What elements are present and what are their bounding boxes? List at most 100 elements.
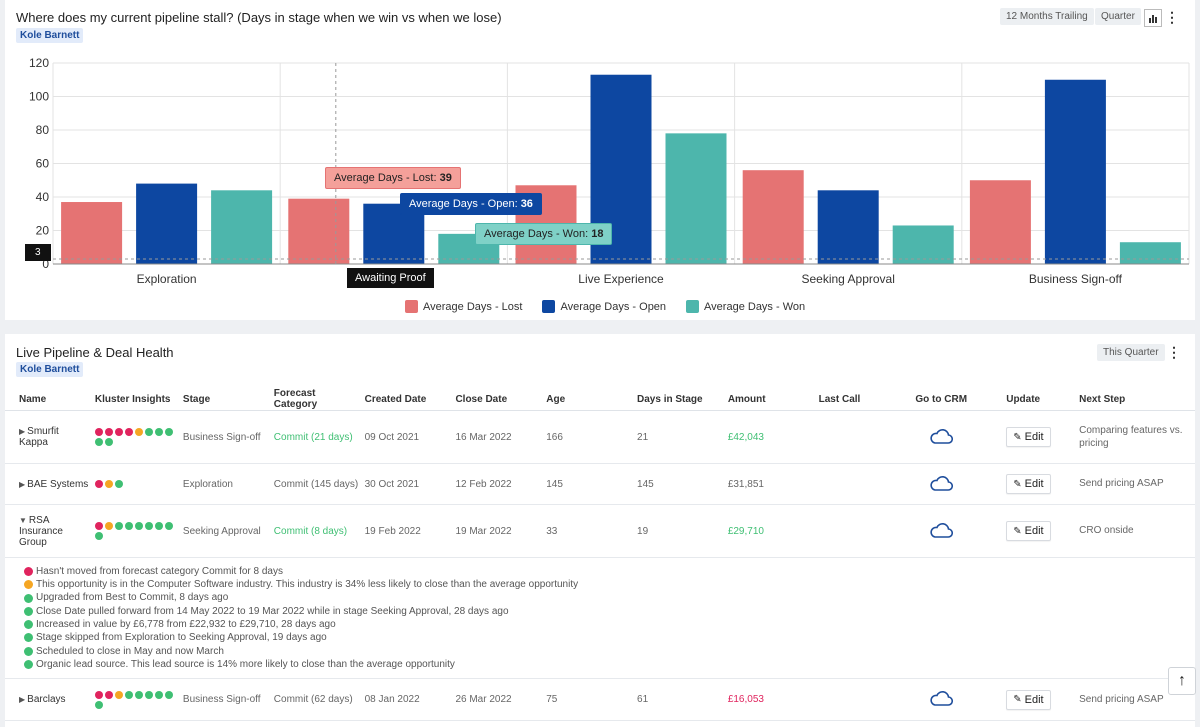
kluster-insights-cell[interactable]: [91, 463, 180, 505]
insight-dots[interactable]: [94, 480, 177, 488]
kluster-insights-cell[interactable]: [91, 504, 180, 558]
insights-detail-cell: Hasn't moved from forecast category Comm…: [5, 557, 1195, 679]
insight-text: Scheduled to close in May and now March: [36, 645, 224, 657]
insight-item: Close Date pulled forward from 14 May 20…: [24, 605, 1192, 618]
stage-cell: Exploration: [179, 463, 271, 505]
insight-dot[interactable]: [134, 522, 143, 530]
edit-label: Edit: [1024, 431, 1044, 443]
deal-name[interactable]: BAE Systems: [27, 478, 89, 490]
table-row[interactable]: ▶ BAE Systems Exploration Commit (145 days)…: [5, 463, 1195, 505]
caret-down-icon[interactable]: ▼: [19, 515, 27, 525]
deal-name-cell[interactable]: ▶ BAE Systems: [5, 463, 92, 505]
cloud-icon[interactable]: [929, 428, 954, 447]
kluster-insights-cell[interactable]: [91, 678, 180, 721]
column-header-stage[interactable]: Stage: [179, 388, 271, 411]
insight-dot[interactable]: [124, 428, 133, 436]
column-header-forecast-category[interactable]: Forecast Category: [270, 388, 362, 411]
created-date-cell: 09 Oct 2021: [361, 410, 453, 464]
user-badge[interactable]: Kole Barnett: [16, 28, 84, 43]
insight-dot: [24, 606, 33, 616]
insight-dot[interactable]: [94, 522, 103, 530]
insight-dot[interactable]: [164, 690, 173, 699]
table-row[interactable]: ▶ Barclays Business Sign-off Commit (62 day…: [5, 678, 1195, 721]
table-row[interactable]: ▼ RSA Insurance Group Seeking Approval Comm…: [5, 504, 1195, 558]
insight-dots[interactable]: [94, 522, 177, 540]
insight-dot[interactable]: [154, 690, 163, 699]
user-badge[interactable]: Kole Barnett: [16, 362, 84, 377]
period-filter-pill[interactable]: Quarter: [1095, 8, 1141, 25]
forecast-category-cell: Commit (62 days): [270, 678, 362, 721]
caret-right-icon[interactable]: ▶: [19, 479, 26, 489]
column-header-close-date[interactable]: Close Date: [452, 388, 544, 411]
table-row[interactable]: ▶ Smurfit Kappa Business Sign-off Commit (2…: [5, 410, 1195, 464]
edit-button[interactable]: ✎ Edit: [1006, 427, 1051, 447]
insight-dot[interactable]: [134, 690, 143, 699]
edit-button[interactable]: ✎ Edit: [1006, 689, 1051, 710]
insight-dot[interactable]: [94, 700, 103, 709]
insight-dot[interactable]: [94, 438, 103, 446]
insight-dot[interactable]: [94, 428, 103, 436]
period-filter-pill[interactable]: This Quarter: [1097, 344, 1165, 361]
column-header-days-in-stage[interactable]: Days in Stage: [634, 388, 725, 411]
cloud-icon[interactable]: [929, 690, 954, 709]
legend-item-open[interactable]: Average Days - Open: [542, 300, 666, 313]
insight-dot[interactable]: [134, 428, 143, 436]
column-header-update[interactable]: Update: [1003, 388, 1077, 411]
range-filter-pill[interactable]: 12 Months Trailing: [1000, 8, 1094, 25]
insight-dot[interactable]: [94, 690, 103, 699]
insight-dot[interactable]: [164, 428, 173, 436]
insight-dot[interactable]: [94, 480, 103, 488]
insight-dot[interactable]: [164, 522, 173, 530]
kebab-menu-icon[interactable]: ⋮: [1165, 9, 1179, 25]
deal-name[interactable]: RSA Insurance Group: [19, 514, 63, 548]
caret-right-icon[interactable]: ▶: [19, 427, 26, 436]
column-header-last-call[interactable]: Last Call: [815, 388, 913, 411]
insight-dot[interactable]: [114, 690, 123, 699]
deal-name[interactable]: Barclays: [27, 694, 66, 705]
column-header-created-date[interactable]: Created Date: [361, 388, 453, 411]
edit-button[interactable]: ✎ Edit: [1006, 521, 1051, 541]
insight-dots[interactable]: [94, 428, 177, 446]
caret-right-icon[interactable]: ▶: [19, 695, 26, 704]
deal-name-cell[interactable]: ▶ Smurfit Kappa: [5, 410, 92, 464]
legend-item-lost[interactable]: Average Days - Lost: [405, 300, 522, 313]
column-header-amount[interactable]: Amount: [724, 388, 816, 411]
insight-dot[interactable]: [154, 522, 163, 530]
close-date-cell: 12 Feb 2022: [452, 463, 544, 505]
insight-dot[interactable]: [114, 428, 123, 436]
cloud-icon[interactable]: [929, 475, 954, 494]
deal-name[interactable]: Smurfit Kappa: [19, 426, 59, 448]
bar-lost-business-sign-off: [969, 180, 1031, 264]
bar-won-business-sign-off: [1119, 242, 1181, 264]
column-header-name[interactable]: Name: [5, 388, 92, 411]
days-in-stage-cell: 19: [634, 504, 725, 558]
edit-button[interactable]: ✎ Edit: [1006, 474, 1051, 494]
column-header-age[interactable]: Age: [543, 388, 635, 411]
insight-dot[interactable]: [104, 522, 113, 530]
deal-name-cell[interactable]: ▼ RSA Insurance Group: [5, 504, 92, 558]
insight-dot[interactable]: [154, 428, 163, 436]
column-header-kluster-insights[interactable]: Kluster Insights: [91, 388, 180, 411]
insight-dot[interactable]: [144, 428, 153, 436]
insight-dot[interactable]: [124, 690, 133, 699]
scroll-to-top-button[interactable]: ↑: [1168, 667, 1196, 695]
bar-chart-icon[interactable]: [1144, 9, 1162, 27]
insight-dots[interactable]: [94, 690, 177, 709]
column-header-next-step[interactable]: Next Step: [1076, 388, 1195, 411]
insight-dot[interactable]: [144, 522, 153, 530]
insight-dot[interactable]: [104, 428, 113, 436]
column-header-go-to-crm[interactable]: Go to CRM: [912, 388, 1004, 411]
legend-item-won[interactable]: Average Days - Won: [686, 300, 805, 313]
insight-dot[interactable]: [144, 690, 153, 699]
kebab-menu-icon[interactable]: ⋮: [1167, 344, 1181, 360]
insight-dot[interactable]: [104, 480, 113, 488]
insight-dot[interactable]: [124, 522, 133, 530]
insight-dot[interactable]: [94, 532, 103, 540]
deal-name-cell[interactable]: ▶ Barclays: [5, 678, 92, 721]
insight-dot[interactable]: [114, 480, 123, 488]
insight-dot[interactable]: [114, 522, 123, 530]
insight-dot[interactable]: [104, 690, 113, 699]
kluster-insights-cell[interactable]: [91, 410, 180, 464]
cloud-icon[interactable]: [929, 522, 954, 541]
insight-dot[interactable]: [104, 438, 113, 446]
